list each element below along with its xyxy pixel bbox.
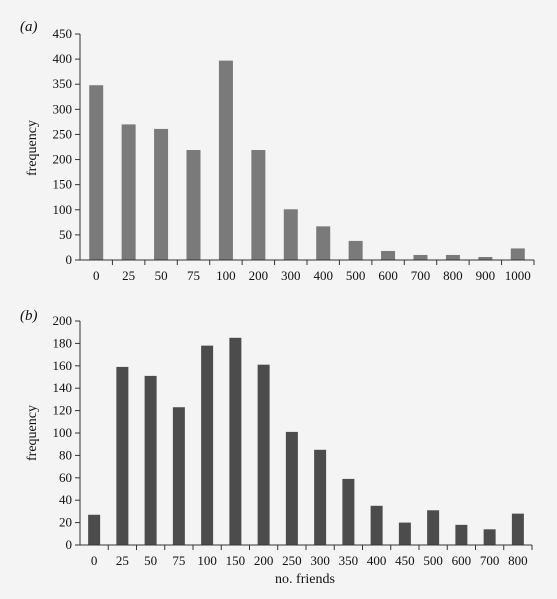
panel-b-y-tick-label: 60 <box>59 470 72 485</box>
panel-b-bar-400 <box>370 505 383 545</box>
panel-b-y-ticks: 0 20 40 60 80 100 120 140 160 180 200 <box>53 313 80 552</box>
chart-panel-b: (b) frequency 0 20 40 60 80 100 120 140 160 180 20… <box>20 308 533 587</box>
panel-b-x-tick-label: 450 <box>395 553 415 568</box>
panel-b-x-tick-label: 0 <box>91 553 98 568</box>
panel-b-x-tick-label: 500 <box>423 553 443 568</box>
panel-b-x-tick-label: 25 <box>116 553 129 568</box>
chart-panel-a: (a) frequency 05010015020025030035040045… <box>20 19 535 283</box>
panel-a-bar-500 <box>348 240 363 260</box>
panel-b-x-tick-label: 50 <box>144 553 157 568</box>
panel-b-y-tick-label: 120 <box>53 403 73 418</box>
panel-b-bar-50 <box>144 375 157 545</box>
panel-b-bar-250 <box>285 431 298 545</box>
panel-a-x-tick-label: 300 <box>281 268 301 283</box>
panel-a-x-tick-label: 900 <box>476 268 496 283</box>
panel-b-x-tick-label: 400 <box>367 553 387 568</box>
panel-b-x-ticks: 0 25 50 75 100 150 200 250 300 350 400 450 500 600 700… <box>91 545 533 568</box>
panel-a-x-tick-label: 700 <box>411 268 431 283</box>
panel-a-x-tick-label: 500 <box>346 268 366 283</box>
panel-b-y-tick-label: 100 <box>53 425 73 440</box>
panel-b-bar-500 <box>427 510 440 545</box>
panel-a-y-tick-label: 100 <box>53 202 73 217</box>
panel-b-bars <box>88 337 524 545</box>
panel-b-y-tick-label: 160 <box>53 358 73 373</box>
panel-b-x-axis-title: no. friends <box>275 572 335 587</box>
panel-b-x-tick-label: 150 <box>226 553 246 568</box>
panel-a-bar-300 <box>283 209 298 260</box>
panel-a-bar-800 <box>445 254 460 260</box>
panel-a-x-tick-label: 100 <box>216 268 236 283</box>
panel-b-bar-150 <box>229 337 242 545</box>
panel-a-x-ticks: 0 25 50 75 100 200 300 400 500 600 700 800 900 1000 <box>93 260 535 283</box>
panel-a-x-tick-label: 1000 <box>505 268 531 283</box>
panel-b-bar-25 <box>116 366 129 545</box>
panel-b-y-tick-label: 180 <box>53 335 73 350</box>
panel-b-x-tick-label: 250 <box>282 553 302 568</box>
panel-a-y-tick-label: 50 <box>59 227 72 242</box>
panel-a-x-tick-label: 50 <box>155 268 168 283</box>
panel-a-x-tick-label: 600 <box>378 268 398 283</box>
panel-b-bar-300 <box>314 449 327 545</box>
panel-b-y-tick-label: 40 <box>59 492 72 507</box>
panel-a-y-tick-label: 250 <box>53 126 73 141</box>
panel-a-bar-700 <box>413 254 428 260</box>
panel-a-label: (a) <box>20 19 38 35</box>
panel-a-bar-400 <box>316 226 331 260</box>
panel-a-bar-1000 <box>510 248 525 260</box>
panel-a-y-tick-label: 450 <box>53 26 73 41</box>
panel-a-y-tick-label: 0 <box>66 252 73 267</box>
panel-b-bar-200 <box>257 364 270 545</box>
panel-b-y-axis-title: frequency <box>25 405 40 461</box>
panel-b-x-tick-label: 800 <box>508 553 528 568</box>
panel-a-y-tick-label: 300 <box>53 101 73 116</box>
panel-b-x-tick-label: 350 <box>339 553 359 568</box>
panel-b-bar-100 <box>201 345 214 545</box>
panel-b-x-tick-label: 100 <box>197 553 217 568</box>
panel-a-bar-50 <box>154 128 169 260</box>
panel-b-label: (b) <box>20 308 38 324</box>
panel-a-x-tick-label: 0 <box>93 268 100 283</box>
panel-b-x-tick-label: 300 <box>310 553 330 568</box>
panel-b-x-tick-label: 200 <box>254 553 274 568</box>
panel-a-x-tick-label: 200 <box>249 268 269 283</box>
panel-a-y-axis-title: frequency <box>25 120 40 176</box>
panel-b-bar-0 <box>88 514 101 545</box>
panel-a-axes <box>79 34 534 261</box>
panel-a-bar-75 <box>186 150 201 260</box>
panel-b-y-tick-label: 140 <box>53 380 73 395</box>
panel-b-bar-800 <box>511 513 524 545</box>
panel-b-y-tick-label: 0 <box>66 537 73 552</box>
panel-b-bar-350 <box>342 478 355 545</box>
panel-a-bar-200 <box>251 150 266 260</box>
panel-b-bar-600 <box>455 524 468 545</box>
panel-b-x-tick-label: 600 <box>452 553 472 568</box>
panel-b-y-tick-label: 200 <box>53 313 73 328</box>
panel-a-bar-25 <box>121 124 136 261</box>
panel-a-y-tick-label: 200 <box>53 152 73 167</box>
panel-b-x-tick-label: 75 <box>172 553 185 568</box>
panel-a-y-tick-label: 400 <box>53 51 73 66</box>
panel-b-bar-75 <box>172 407 185 545</box>
panel-a-x-tick-label: 800 <box>443 268 463 283</box>
panel-b-x-tick-label: 700 <box>480 553 500 568</box>
panel-b-bar-700 <box>483 529 496 545</box>
panel-b-axes <box>79 321 532 546</box>
panel-a-y-tick-label: 350 <box>53 76 73 91</box>
panel-b-y-tick-label: 20 <box>59 515 72 530</box>
panel-a-x-tick-label: 75 <box>187 268 200 283</box>
panel-a-x-tick-label: 400 <box>313 268 333 283</box>
panel-b-y-tick-label: 80 <box>59 447 72 462</box>
panel-b-bar-450 <box>398 522 411 545</box>
panel-a-bar-900 <box>478 256 493 260</box>
panel-a-bar-100 <box>218 60 233 260</box>
panel-a-bars <box>89 60 525 261</box>
panel-a-bar-600 <box>381 250 396 260</box>
panel-a-y-ticks: 0 50 100 150 200 250 300 350 400 450 <box>53 26 80 267</box>
panel-a-bar-0 <box>89 85 104 260</box>
panel-a-x-tick-label: 25 <box>122 268 135 283</box>
panel-a-y-tick-label: 150 <box>53 177 73 192</box>
